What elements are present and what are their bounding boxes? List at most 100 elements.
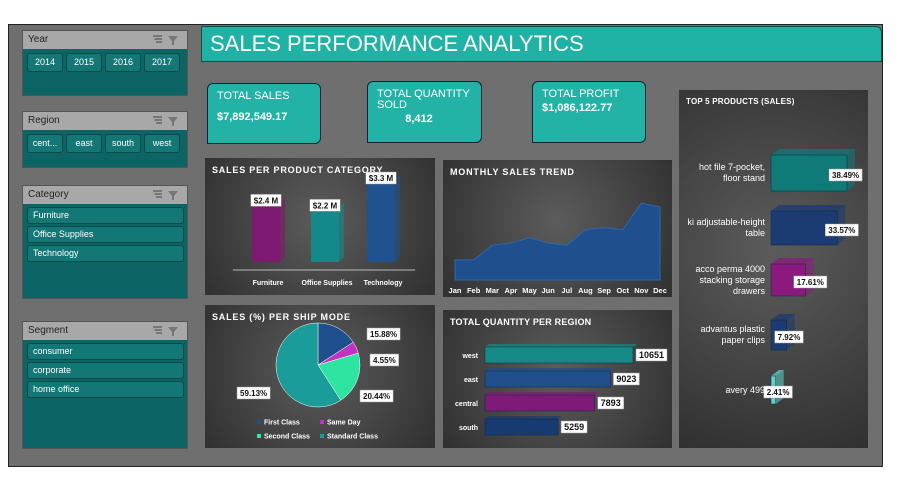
pie-slice (317, 352, 361, 401)
slicer-item[interactable]: south (105, 134, 141, 153)
data-label: 4.55% (373, 356, 396, 365)
kpi-value: 8,412 (405, 113, 433, 125)
kpi-label: TOTAL SALES (217, 90, 290, 102)
data-label: $2.2 M (309, 199, 341, 212)
bar-top (771, 258, 814, 264)
dashboard-title: SALES PERFORMANCE ANALYTICS (201, 26, 882, 62)
slicer-icons[interactable] (151, 115, 181, 127)
data-label: $2.4 M (254, 196, 279, 205)
bar-top (485, 416, 563, 419)
bar (367, 180, 395, 262)
data-label: 7.92% (778, 333, 801, 342)
chart-panel: SALES (%) PER SHIP MODE 15.88% 4.55% 20.44%… (205, 305, 435, 448)
slicer-title: Region (23, 112, 187, 130)
chart-panel: TOP 5 PRODUCTS (SALES) 38.49% 33.57% 17.61%… (679, 90, 868, 448)
data-label-box (825, 223, 859, 237)
slicer-item[interactable]: Office Supplies (27, 226, 184, 243)
x-tick-label: Jun (542, 286, 556, 295)
bar-top (485, 392, 599, 395)
bar (484, 418, 559, 436)
kpi-value: $7,892,549.17 (217, 111, 288, 123)
icon-filter (168, 36, 178, 45)
data-label: 9023 (613, 372, 640, 386)
chart-panel: SALES PER PRODUCT CATEGORY $2.4 M Furnitur… (205, 158, 435, 295)
data-label: 9023 (616, 374, 636, 384)
bar (484, 346, 634, 364)
product-label: avery 499 (725, 384, 765, 395)
bar (484, 394, 595, 412)
data-label: 15.88% (370, 330, 397, 339)
bar-top (771, 205, 846, 211)
slicer-icons[interactable] (151, 34, 181, 46)
data-label: 2.41% (763, 385, 793, 399)
x-tick-label: May (522, 286, 537, 295)
bar (311, 207, 339, 262)
data-label-box (793, 275, 828, 289)
slicer-item[interactable]: 2016 (105, 53, 141, 72)
chart-svg: 15.88% 4.55% 20.44% 59.13% First Class Same D… (236, 322, 401, 441)
data-label: 20.44% (363, 392, 390, 401)
slicer: Segment consumer corporate home office (22, 321, 188, 449)
x-tick-label: Furniture (253, 280, 284, 287)
x-tick-label: Oct (616, 286, 629, 295)
slicer-icons[interactable] (151, 189, 181, 201)
chart-panel: MONTHLY SALES TREND Jan Feb Mar Apr May Jun Jul… (443, 160, 672, 297)
slicer-item[interactable]: corporate (27, 362, 184, 379)
data-label: 15.88% (366, 327, 401, 341)
x-tick-label: Apr (504, 286, 517, 295)
kpi-label: TOTAL PROFIT (542, 88, 620, 100)
slicer-title: Category (23, 186, 187, 204)
slicer-icons[interactable] (151, 325, 181, 337)
slicer-item[interactable]: 2014 (27, 53, 63, 72)
x-tick-label: Mar (486, 286, 499, 295)
data-label-box (366, 327, 401, 341)
data-label: 17.61% (793, 275, 828, 289)
data-label-box (560, 420, 588, 434)
chart-title: TOTAL QUANTITY PER REGION (450, 317, 592, 327)
kpi-card: TOTAL QUANTITY SOLD 8,412 (367, 81, 482, 143)
icon-filter (168, 191, 178, 200)
data-label: 7893 (601, 398, 621, 408)
x-tick-label: Nov (634, 286, 649, 295)
slicer-item[interactable]: 2017 (144, 53, 180, 72)
slicer-item[interactable]: Technology (27, 245, 184, 262)
bar-top (485, 368, 615, 371)
legend-swatch (320, 434, 324, 438)
slicer: Year 2014 2015 2016 2017 (22, 30, 188, 96)
bar (252, 202, 280, 262)
data-label: 5259 (560, 420, 588, 434)
y-tick-label: east (464, 377, 479, 384)
slicer-title: Segment (23, 322, 187, 340)
slicer-item[interactable]: cent... (27, 134, 63, 153)
data-label-box (369, 353, 399, 367)
slicer-item[interactable]: 2015 (66, 53, 102, 72)
slicer-item[interactable]: home office (27, 381, 184, 398)
chart-title: TOP 5 PRODUCTS (SALES) (686, 97, 795, 106)
data-label-box (763, 385, 793, 399)
slicer-item[interactable]: east (66, 134, 102, 153)
x-tick-label: Office Supplies (302, 280, 353, 287)
x-tick-label: Dec (653, 286, 667, 295)
x-tick-label: Feb (467, 286, 481, 295)
data-label-box (597, 396, 624, 410)
data-label: $3.3 M (365, 171, 397, 185)
slicer-item[interactable]: Furniture (27, 207, 184, 224)
data-label: 17.61% (797, 278, 824, 287)
product-label: advantus plastic paper clips (700, 324, 765, 345)
data-label: 59.13% (236, 386, 271, 400)
product-label: hot file 7-pocket, floor stand (698, 162, 765, 183)
data-label: 5259 (564, 422, 584, 432)
kpi-card: TOTAL SALES $7,892,549.17 (207, 83, 321, 144)
bar-top (771, 370, 784, 376)
data-label-box (365, 171, 397, 185)
slicer-item[interactable]: consumer (27, 343, 184, 360)
data-label: 59.13% (240, 389, 267, 398)
y-tick-label: south (459, 425, 478, 432)
data-label-box (635, 348, 668, 362)
x-tick-label: Jul (561, 286, 572, 295)
area (454, 202, 661, 281)
kpi-label: TOTAL QUANTITY SOLD (377, 88, 470, 111)
data-label: $2.4 M (250, 194, 282, 207)
data-label: 7893 (597, 396, 624, 410)
slicer-item[interactable]: west (144, 134, 180, 153)
